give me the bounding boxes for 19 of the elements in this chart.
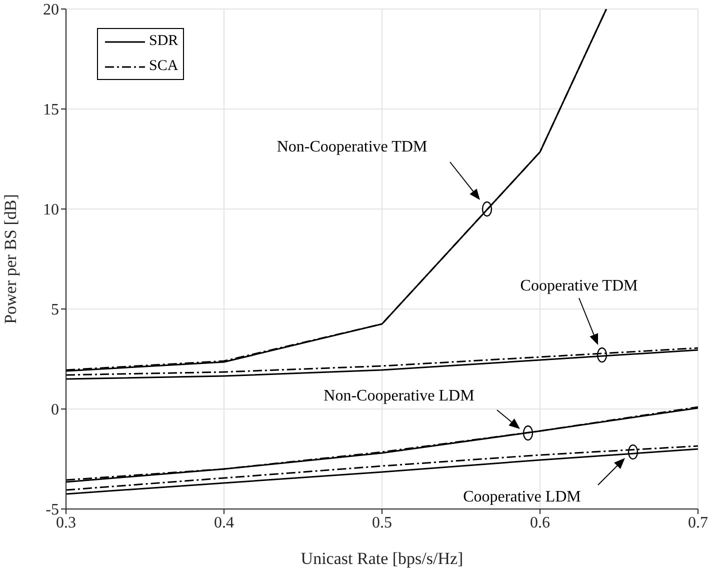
annotation: Cooperative TDM xyxy=(520,278,638,295)
annotation: Cooperative LDM xyxy=(463,488,581,506)
legend-label: SCA xyxy=(149,57,178,76)
y-tick-label: 15 xyxy=(43,102,59,119)
x-tick-label: 0.7 xyxy=(688,514,708,532)
y-tick-label: -5 xyxy=(46,502,59,519)
y-tick-label: 0 xyxy=(51,402,59,419)
y-tick-label: 20 xyxy=(43,2,59,19)
annotation: Non-Cooperative TDM xyxy=(276,138,428,156)
y-tick-label: 10 xyxy=(43,202,59,219)
x-axis-title: Unicast Rate [bps/s/Hz] xyxy=(300,549,464,568)
x-tick-label: 0.3 xyxy=(56,514,76,532)
x-tick-label: 0.5 xyxy=(372,514,392,532)
y-tick-label: 5 xyxy=(51,302,59,319)
legend-label: SDR xyxy=(149,32,178,51)
y-axis-title: Power per BS [dB] xyxy=(1,194,20,324)
x-tick-label: 0.4 xyxy=(214,514,234,532)
annotation: Non-Cooperative LDM xyxy=(324,388,474,405)
x-tick-label: 0.6 xyxy=(530,514,550,532)
